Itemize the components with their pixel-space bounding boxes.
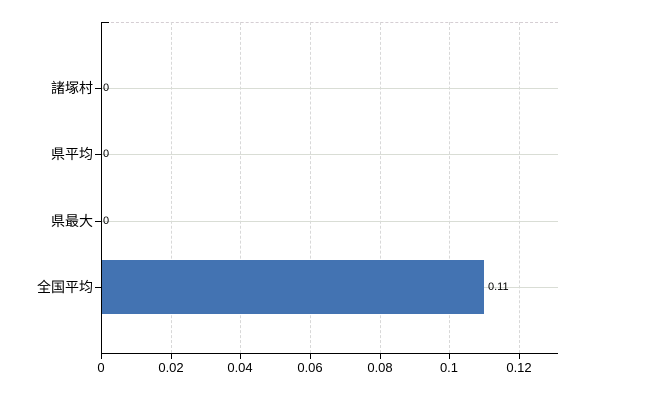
y-tick [95,221,101,222]
x-tick-label: 0.1 [439,360,459,375]
x-tick-label: 0.08 [367,360,393,375]
bar[interactable] [102,260,484,314]
y-tick [95,287,101,288]
x-tick [240,354,241,359]
x-tick-label: 0.06 [297,360,323,375]
x-tick [519,354,520,359]
x-tick [101,354,102,359]
category-label: 全国平均 [37,279,93,295]
x-gridline [310,22,311,353]
value-label: 0 [103,215,110,227]
x-tick [310,354,311,359]
y-gridline [101,154,558,155]
category-label: 県平均 [51,146,93,162]
x-tick [171,354,172,359]
plot-top-border [101,22,558,23]
category-label: 諸塚村 [51,80,93,96]
category-label: 県最大 [51,213,93,229]
y-gridline [101,88,558,89]
y-tick [95,88,101,89]
x-axis [101,353,558,354]
y-gridline [101,221,558,222]
x-gridline [240,22,241,353]
y-axis-top-tick [101,22,109,23]
value-label: 0.11 [488,281,509,293]
x-gridline [171,22,172,353]
x-tick-label: 0 [97,360,105,375]
value-label: 0 [103,82,110,94]
x-gridline [519,22,520,353]
y-tick [95,154,101,155]
x-tick [449,354,450,359]
y-axis [101,22,102,354]
x-tick-label: 0.12 [506,360,532,375]
x-tick-label: 0.02 [158,360,184,375]
x-gridline [380,22,381,353]
x-gridline [449,22,450,353]
x-tick [380,354,381,359]
value-label: 0 [103,148,110,160]
x-tick-label: 0.04 [227,360,253,375]
